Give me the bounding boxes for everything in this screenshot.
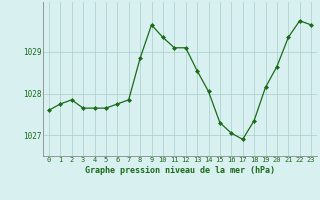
X-axis label: Graphe pression niveau de la mer (hPa): Graphe pression niveau de la mer (hPa) [85,166,275,175]
